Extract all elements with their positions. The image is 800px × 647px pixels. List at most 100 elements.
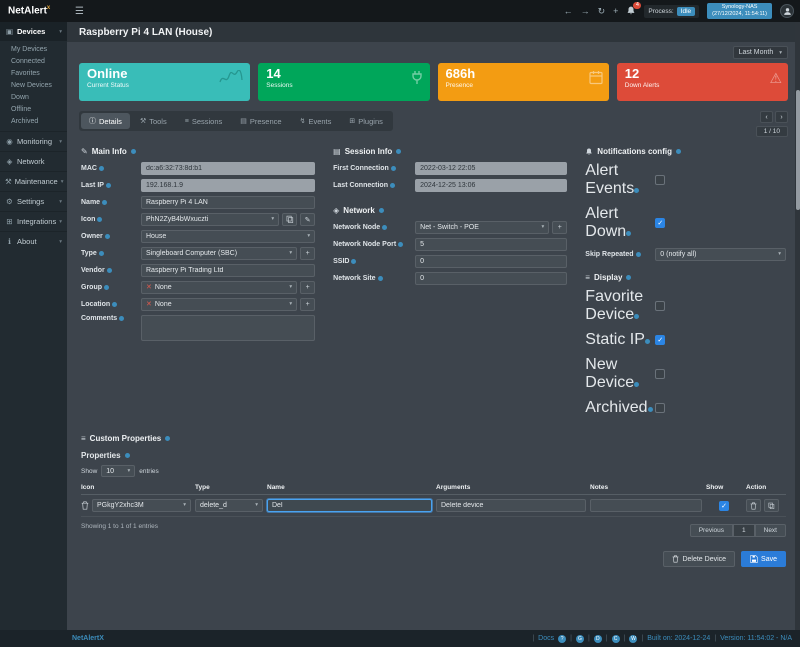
sidebar-item-offline[interactable]: Offline [11,105,32,113]
sidebar-item-new-devices[interactable]: New Devices [11,81,52,89]
first-connection-input[interactable] [415,162,568,175]
scrollbar-thumb[interactable] [795,90,800,210]
tab-sessions[interactable]: ≡ Sessions [177,113,231,129]
next-device-button[interactable]: › [775,111,788,123]
ssid-input[interactable] [415,255,568,268]
sidebar-item-archived[interactable]: Archived [11,117,39,125]
info-icon[interactable] [634,314,640,319]
sidebar-item-settings[interactable]: ⚙ Settings ▾ [0,191,67,211]
save-button[interactable]: Save [741,551,786,567]
col-action[interactable]: Action [746,484,767,491]
sidebar-item-integrations[interactable]: ⊞ Integrations ▾ [0,211,67,231]
owner-select[interactable]: House ▾ [141,230,316,243]
previous-page-button[interactable]: Previous [689,524,733,537]
new-device-checkbox[interactable] [655,369,666,379]
delete-property-button[interactable] [746,499,761,512]
prev-device-button[interactable]: ‹ [760,111,773,123]
archived-checkbox[interactable] [655,403,666,413]
menu-toggle-icon[interactable]: ☰ [75,5,84,17]
col-name[interactable]: Name [267,484,285,491]
next-page-button[interactable]: Next [754,524,786,537]
info-icon[interactable] [390,166,396,171]
period-select[interactable]: Last Month ▾ [732,46,788,59]
footer-brand[interactable]: NetAlertX [72,635,104,642]
info-icon[interactable] [389,183,395,188]
info-icon[interactable] [634,382,640,387]
info-icon[interactable] [119,316,125,321]
property-name-input[interactable] [267,499,432,512]
property-notes-input[interactable] [590,499,702,512]
last-ip-input[interactable] [141,179,316,192]
info-icon[interactable] [106,268,112,273]
delete-device-button[interactable]: Delete Device [663,551,736,567]
info-icon[interactable] [104,285,109,290]
col-show[interactable]: Show [706,484,724,491]
info-icon[interactable] [635,252,641,257]
col-icon[interactable]: Icon [81,484,95,491]
info-icon[interactable] [378,208,384,213]
vendor-input[interactable] [141,264,316,277]
show-entries-select[interactable]: 10 ▾ [101,465,136,477]
refresh-icon[interactable]: ↻ [597,5,606,16]
info-icon[interactable] [396,149,402,154]
github-icon[interactable]: G [575,634,584,643]
presence-card[interactable]: 686h Presence [437,63,609,101]
sidebar-item-favorites[interactable]: Favorites [11,69,40,77]
info-icon[interactable] [104,234,110,239]
col-arguments[interactable]: Arguments [436,484,471,491]
network-node-tree-button[interactable]: + [552,221,568,234]
sidebar-item-my-devices[interactable]: My Devices [11,45,48,53]
type-add-button[interactable]: + [300,247,316,260]
info-icon[interactable] [675,149,681,154]
last-connection-input[interactable] [415,179,568,192]
app-logo[interactable]: NetAlertx [0,5,67,16]
fullscreen-icon[interactable]: + [613,6,619,16]
info-icon[interactable] [102,200,108,205]
type-select[interactable]: Singleboard Computer (SBC) ▾ [141,247,298,260]
discord-icon[interactable]: D [593,634,602,643]
info-icon[interactable] [626,231,632,236]
clear-selection-icon[interactable]: ✕ [146,301,152,308]
tab-presence[interactable]: ▤ Presence [232,113,289,129]
tab-tools[interactable]: ⚒ Tools [132,113,175,129]
property-type-select[interactable]: delete_d ▾ [195,499,263,512]
favorite-device-checkbox[interactable] [655,301,666,311]
sidebar-item-monitoring[interactable]: ◉ Monitoring ▾ [0,131,67,151]
sidebar-item-devices[interactable]: ▣ Devices ▾ [0,22,67,41]
info-icon[interactable] [647,407,653,412]
property-icon-select[interactable]: PGkgY2xhc3M ▾ [92,499,191,512]
docs-link[interactable]: Docs [538,635,555,642]
info-icon[interactable] [382,225,388,230]
sidebar-item-connected[interactable]: Connected [11,57,45,65]
nav-back-icon[interactable]: ← [563,6,573,16]
property-show-checkbox[interactable] [719,500,729,511]
info-icon[interactable] [165,436,171,441]
scrollbar-track[interactable] [795,22,800,630]
col-type[interactable]: Type [195,484,210,491]
comments-textarea[interactable] [141,315,316,341]
alert-down-checkbox[interactable] [655,218,666,228]
tab-plugins[interactable]: ⊞ Plugins [341,113,390,129]
info-icon[interactable] [112,302,118,307]
property-arguments-input[interactable] [436,499,586,512]
help-icon[interactable]: ? [558,634,567,643]
info-icon[interactable] [98,251,104,256]
info-icon[interactable] [626,275,632,280]
location-select[interactable]: ✕ None ▾ [141,298,298,311]
info-icon[interactable] [398,242,404,247]
tab-details[interactable]: ⓘ Details [81,113,130,129]
user-avatar[interactable] [780,4,794,18]
sessions-card[interactable]: 14 Sessions [258,63,430,101]
sidebar-item-about[interactable]: ℹ About ▾ [0,231,67,251]
status-card[interactable]: Online Current Status [79,63,251,101]
mac-input[interactable] [141,162,316,175]
info-icon[interactable] [644,339,650,344]
sidebar-item-down[interactable]: Down [11,93,29,101]
icon-edit-button[interactable]: ✎ [300,213,316,226]
network-node-port-input[interactable] [415,238,568,251]
info-icon[interactable] [377,276,383,281]
info-icon[interactable] [351,259,357,264]
nav-forward-icon[interactable]: → [580,6,590,16]
name-input[interactable] [141,196,316,209]
static-ip-checkbox[interactable] [655,335,666,345]
